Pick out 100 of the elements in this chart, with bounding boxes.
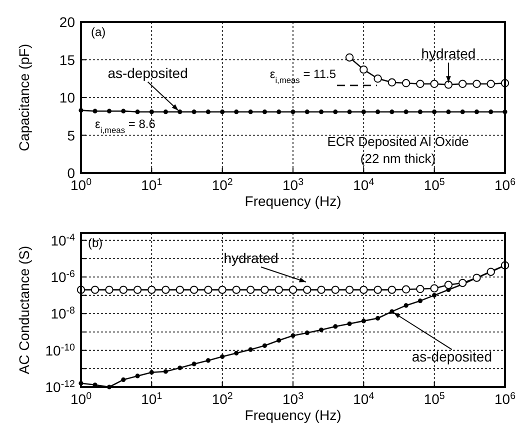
point — [304, 330, 310, 336]
point — [488, 110, 494, 114]
point — [347, 110, 352, 114]
point — [444, 280, 453, 289]
point — [333, 324, 338, 329]
point — [149, 370, 154, 375]
point — [204, 286, 212, 294]
y-tick-label: 10$^{-6}$ — [50, 268, 76, 285]
point — [390, 110, 394, 114]
point — [474, 110, 480, 114]
point — [347, 321, 352, 326]
y-tick-label: 20 — [59, 14, 76, 30]
point — [176, 286, 184, 294]
point — [376, 110, 380, 114]
point — [304, 110, 310, 114]
y-tick-label: 10$^{-8}$ — [50, 305, 76, 322]
point — [416, 284, 424, 294]
point — [432, 110, 437, 114]
point — [318, 110, 324, 114]
point — [418, 298, 422, 304]
annotation: hydrated — [224, 250, 278, 266]
point — [220, 354, 225, 359]
point — [460, 110, 465, 114]
point — [274, 286, 283, 294]
point — [361, 318, 366, 324]
x-tick-label: 10$^{4}$ — [353, 390, 375, 407]
point — [92, 108, 98, 114]
point — [121, 108, 126, 114]
point — [220, 110, 225, 114]
point — [248, 110, 253, 114]
x-tick-label: 10$^{5}$ — [424, 176, 446, 193]
point — [331, 286, 340, 294]
point — [374, 286, 382, 294]
annotation: (a) — [91, 25, 106, 39]
point — [345, 286, 354, 294]
point — [135, 110, 140, 114]
point — [303, 286, 312, 294]
point — [105, 286, 114, 294]
point — [206, 358, 210, 363]
point — [290, 110, 296, 114]
point — [262, 110, 268, 114]
point — [106, 108, 112, 114]
annotation: ECR Deposited Al Oxide — [327, 134, 469, 149]
annotation: as-deposited — [412, 348, 492, 365]
point — [133, 286, 142, 294]
x-tick-label: 10$^{5}$ — [424, 390, 446, 407]
point — [276, 338, 282, 343]
y-axis-title: AC Conductance (S) — [16, 246, 32, 374]
point — [361, 110, 366, 114]
y-tick-label: 10 — [59, 90, 76, 106]
point — [446, 110, 451, 114]
y-tick-label: 0 — [67, 165, 76, 181]
point — [121, 377, 126, 382]
point — [404, 303, 408, 308]
annotation: hydrated — [421, 46, 476, 62]
point — [190, 286, 198, 294]
point — [288, 286, 298, 294]
y-tick-label: 5 — [67, 127, 76, 144]
x-tick-label: 10$^{3}$ — [282, 390, 304, 407]
y-tick-label: 15 — [59, 52, 76, 68]
point — [218, 286, 226, 294]
annotation: (b) — [88, 236, 103, 250]
point — [360, 286, 368, 294]
annotation: as-deposited — [108, 64, 188, 81]
point — [376, 316, 380, 321]
point — [90, 286, 100, 294]
point — [418, 110, 422, 114]
y-axis-title: Capacitance (pF) — [16, 44, 32, 152]
x-tick-label: 10$^{2}$ — [212, 390, 233, 407]
point — [178, 110, 182, 114]
point — [192, 110, 196, 114]
point — [192, 362, 196, 366]
point — [206, 110, 210, 114]
point — [163, 110, 168, 114]
y-tick-label: 10$^{-10}$ — [45, 342, 76, 358]
x-tick-label: 10$^{2}$ — [212, 176, 233, 193]
annotation: ε$_{i,meas}$ = 8.6 — [95, 117, 156, 135]
point — [388, 286, 396, 294]
point — [148, 286, 156, 294]
point — [432, 293, 437, 298]
point — [234, 110, 239, 114]
point — [262, 343, 268, 348]
point — [149, 110, 154, 114]
point — [402, 285, 410, 294]
point — [333, 110, 338, 114]
point — [390, 309, 394, 314]
point — [135, 374, 140, 378]
x-tick-label: 10$^{1}$ — [141, 390, 162, 407]
x-tick-label: 10$^{1}$ — [141, 176, 162, 193]
point — [458, 278, 467, 288]
x-tick-label: 10$^{6}$ — [494, 176, 516, 193]
x-axis-title: Frequency (Hz) — [244, 193, 342, 209]
point — [234, 350, 239, 356]
x-tick-label: 10$^{4}$ — [353, 176, 375, 193]
point — [163, 369, 168, 374]
point — [246, 286, 255, 294]
x-tick-label: 10$^{6}$ — [494, 390, 516, 407]
point — [162, 286, 170, 294]
x-axis-title: Frequency (Hz) — [244, 407, 342, 423]
x-tick-label: 10$^{3}$ — [282, 176, 304, 193]
